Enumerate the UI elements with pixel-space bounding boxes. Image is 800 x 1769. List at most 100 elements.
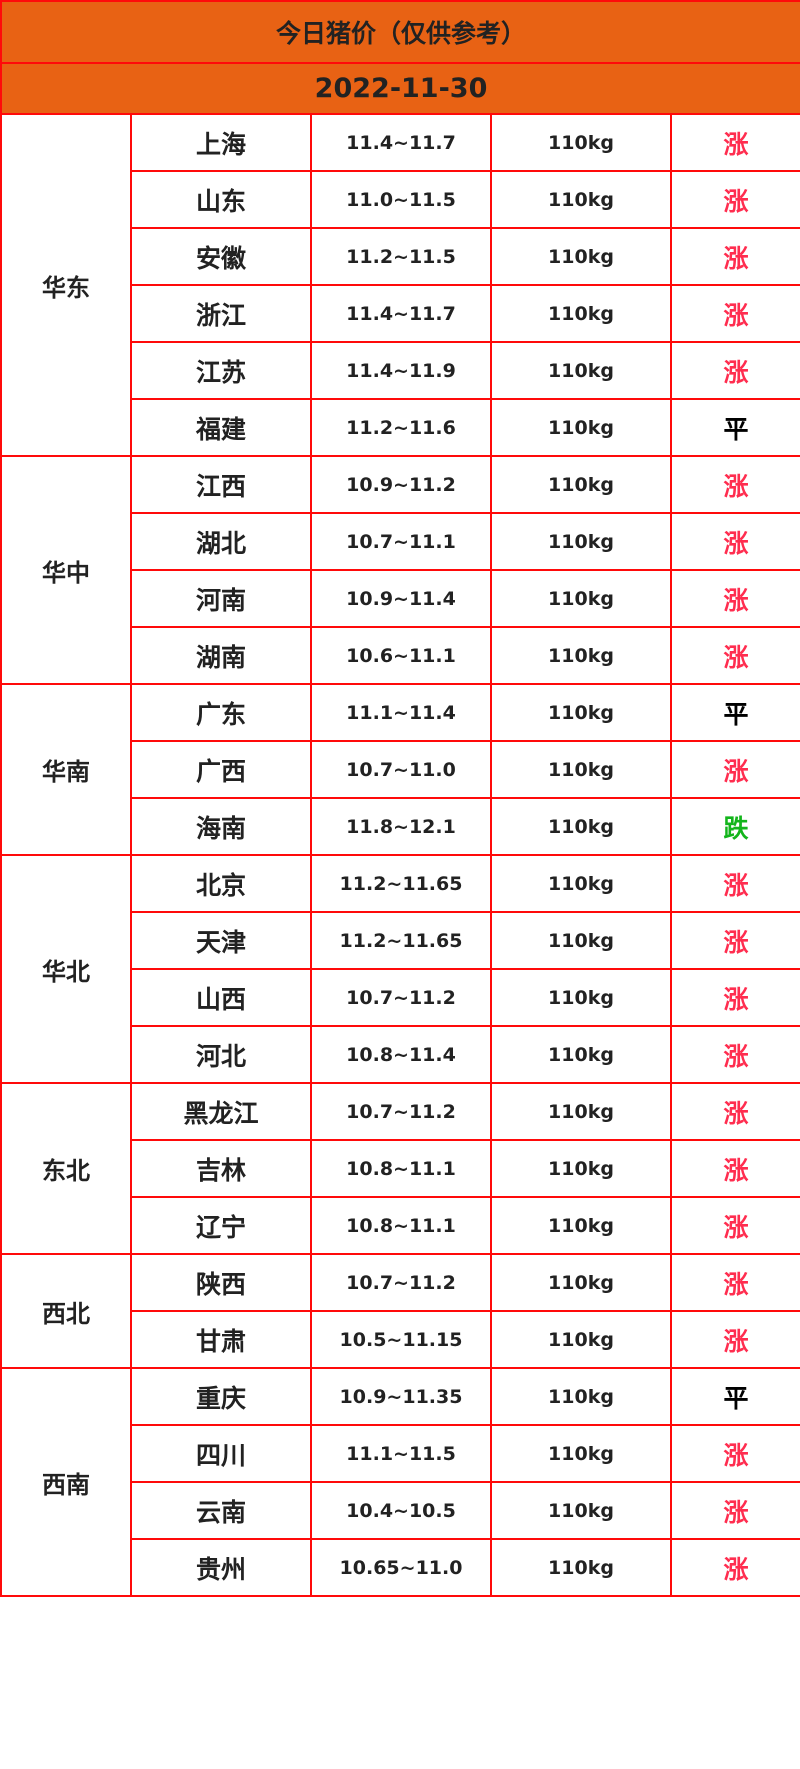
weight-cell: 110kg (490, 854, 672, 913)
province-cell: 福建 (130, 398, 312, 457)
table-row: 华南 广东 11.1~11.4 110kg 平 (0, 683, 800, 856)
trend-cell: 涨 (669, 968, 800, 1027)
weight-cell: 110kg (490, 1082, 672, 1141)
table-row: 云南 10.4~10.5 110kg 涨 (1, 1481, 800, 1540)
region-cell: 华南 (0, 683, 132, 856)
province-cell: 浙江 (130, 284, 312, 343)
price-cell: 10.7~11.2 (310, 1253, 492, 1312)
weight-cell: 110kg (490, 1538, 672, 1597)
table-row: 四川 11.1~11.5 110kg 涨 (1, 1424, 800, 1483)
weight-cell: 110kg (490, 512, 672, 571)
price-cell: 11.1~11.5 (310, 1424, 492, 1483)
trend-cell: 涨 (669, 569, 800, 628)
trend-cell: 涨 (669, 227, 800, 286)
table-title: 今日猪价（仅供参考） (0, 0, 800, 64)
table-row: 安徽 11.2~11.5 110kg 涨 (1, 227, 800, 286)
province-cell: 陕西 (130, 1253, 312, 1312)
region-cell: 华东 (0, 113, 132, 457)
price-cell: 11.2~11.5 (310, 227, 492, 286)
weight-cell: 110kg (490, 113, 672, 172)
table-row: 天津 11.2~11.65 110kg 涨 (1, 911, 800, 970)
price-cell: 10.6~11.1 (310, 626, 492, 685)
province-cell: 山东 (130, 170, 312, 229)
province-cell: 黑龙江 (130, 1082, 312, 1141)
weight-cell: 110kg (490, 740, 672, 799)
trend-cell: 涨 (669, 854, 800, 913)
province-cell: 广东 (130, 683, 312, 742)
price-cell: 11.0~11.5 (310, 170, 492, 229)
price-cell: 10.7~11.1 (310, 512, 492, 571)
province-cell: 湖南 (130, 626, 312, 685)
weight-cell: 110kg (490, 1025, 672, 1084)
price-cell: 10.8~11.4 (310, 1025, 492, 1084)
trend-cell: 涨 (669, 911, 800, 970)
price-cell: 11.2~11.65 (310, 911, 492, 970)
province-cell: 河南 (130, 569, 312, 628)
trend-cell: 涨 (669, 1481, 800, 1540)
province-cell: 上海 (130, 113, 312, 172)
weight-cell: 110kg (490, 284, 672, 343)
price-cell: 11.4~11.7 (310, 284, 492, 343)
weight-cell: 110kg (490, 1253, 672, 1312)
price-cell: 10.7~11.0 (310, 740, 492, 799)
weight-cell: 110kg (490, 911, 672, 970)
province-cell: 江西 (130, 455, 312, 514)
trend-cell: 涨 (669, 1025, 800, 1084)
pig-price-table: 今日猪价（仅供参考） 2022-11-30 华东 上海 11.4~11.7 110kg… (0, 0, 800, 1597)
province-cell: 辽宁 (130, 1196, 312, 1255)
weight-cell: 110kg (490, 455, 672, 514)
table-row: 华东 上海 11.4~11.7 110kg 涨 (0, 113, 800, 457)
price-cell: 10.7~11.2 (310, 1082, 492, 1141)
price-cell: 11.8~12.1 (310, 797, 492, 856)
price-cell: 10.65~11.0 (310, 1538, 492, 1597)
region-cell: 东北 (0, 1082, 132, 1255)
province-cell: 贵州 (130, 1538, 312, 1597)
table-date: 2022-11-30 (0, 62, 800, 115)
table-row: 贵州 10.65~11.0 110kg 涨 (1, 1538, 800, 1597)
table-row: 山西 10.7~11.2 110kg 涨 (1, 968, 800, 1027)
trend-cell: 平 (669, 683, 800, 742)
table-row: 河北 10.8~11.4 110kg 涨 (1, 1025, 800, 1084)
region-cell: 华中 (0, 455, 132, 685)
weight-cell: 110kg (490, 227, 672, 286)
weight-cell: 110kg (490, 1424, 672, 1483)
weight-cell: 110kg (490, 341, 672, 400)
region-cell: 西南 (0, 1367, 132, 1597)
trend-cell: 涨 (669, 284, 800, 343)
trend-cell: 涨 (669, 1310, 800, 1369)
province-cell: 甘肃 (130, 1310, 312, 1369)
trend-cell: 涨 (669, 341, 800, 400)
trend-cell: 平 (669, 398, 800, 457)
table-row: 浙江 11.4~11.7 110kg 涨 (1, 284, 800, 343)
table-row: 海南 11.8~12.1 110kg 跌 (1, 797, 800, 856)
price-cell: 11.2~11.65 (310, 854, 492, 913)
table-row: 江苏 11.4~11.9 110kg 涨 (1, 341, 800, 400)
province-cell: 安徽 (130, 227, 312, 286)
price-cell: 10.8~11.1 (310, 1196, 492, 1255)
weight-cell: 110kg (490, 1310, 672, 1369)
price-cell: 10.4~10.5 (310, 1481, 492, 1540)
weight-cell: 110kg (490, 683, 672, 742)
weight-cell: 110kg (490, 797, 672, 856)
price-cell: 10.9~11.2 (310, 455, 492, 514)
province-cell: 湖北 (130, 512, 312, 571)
price-cell: 10.5~11.15 (310, 1310, 492, 1369)
trend-cell: 涨 (669, 1196, 800, 1255)
weight-cell: 110kg (490, 1367, 672, 1426)
region-cell: 华北 (0, 854, 132, 1084)
trend-cell: 涨 (669, 740, 800, 799)
weight-cell: 110kg (490, 1481, 672, 1540)
province-cell: 重庆 (130, 1367, 312, 1426)
price-cell: 10.9~11.4 (310, 569, 492, 628)
province-cell: 天津 (130, 911, 312, 970)
trend-cell: 平 (669, 1367, 800, 1426)
table-row: 河南 10.9~11.4 110kg 涨 (1, 569, 800, 628)
table-row: 福建 11.2~11.6 110kg 平 (1, 398, 800, 457)
price-cell: 10.9~11.35 (310, 1367, 492, 1426)
province-cell: 海南 (130, 797, 312, 856)
weight-cell: 110kg (490, 1139, 672, 1198)
province-cell: 北京 (130, 854, 312, 913)
trend-cell: 涨 (669, 1538, 800, 1597)
price-cell: 11.1~11.4 (310, 683, 492, 742)
trend-cell: 涨 (669, 1139, 800, 1198)
